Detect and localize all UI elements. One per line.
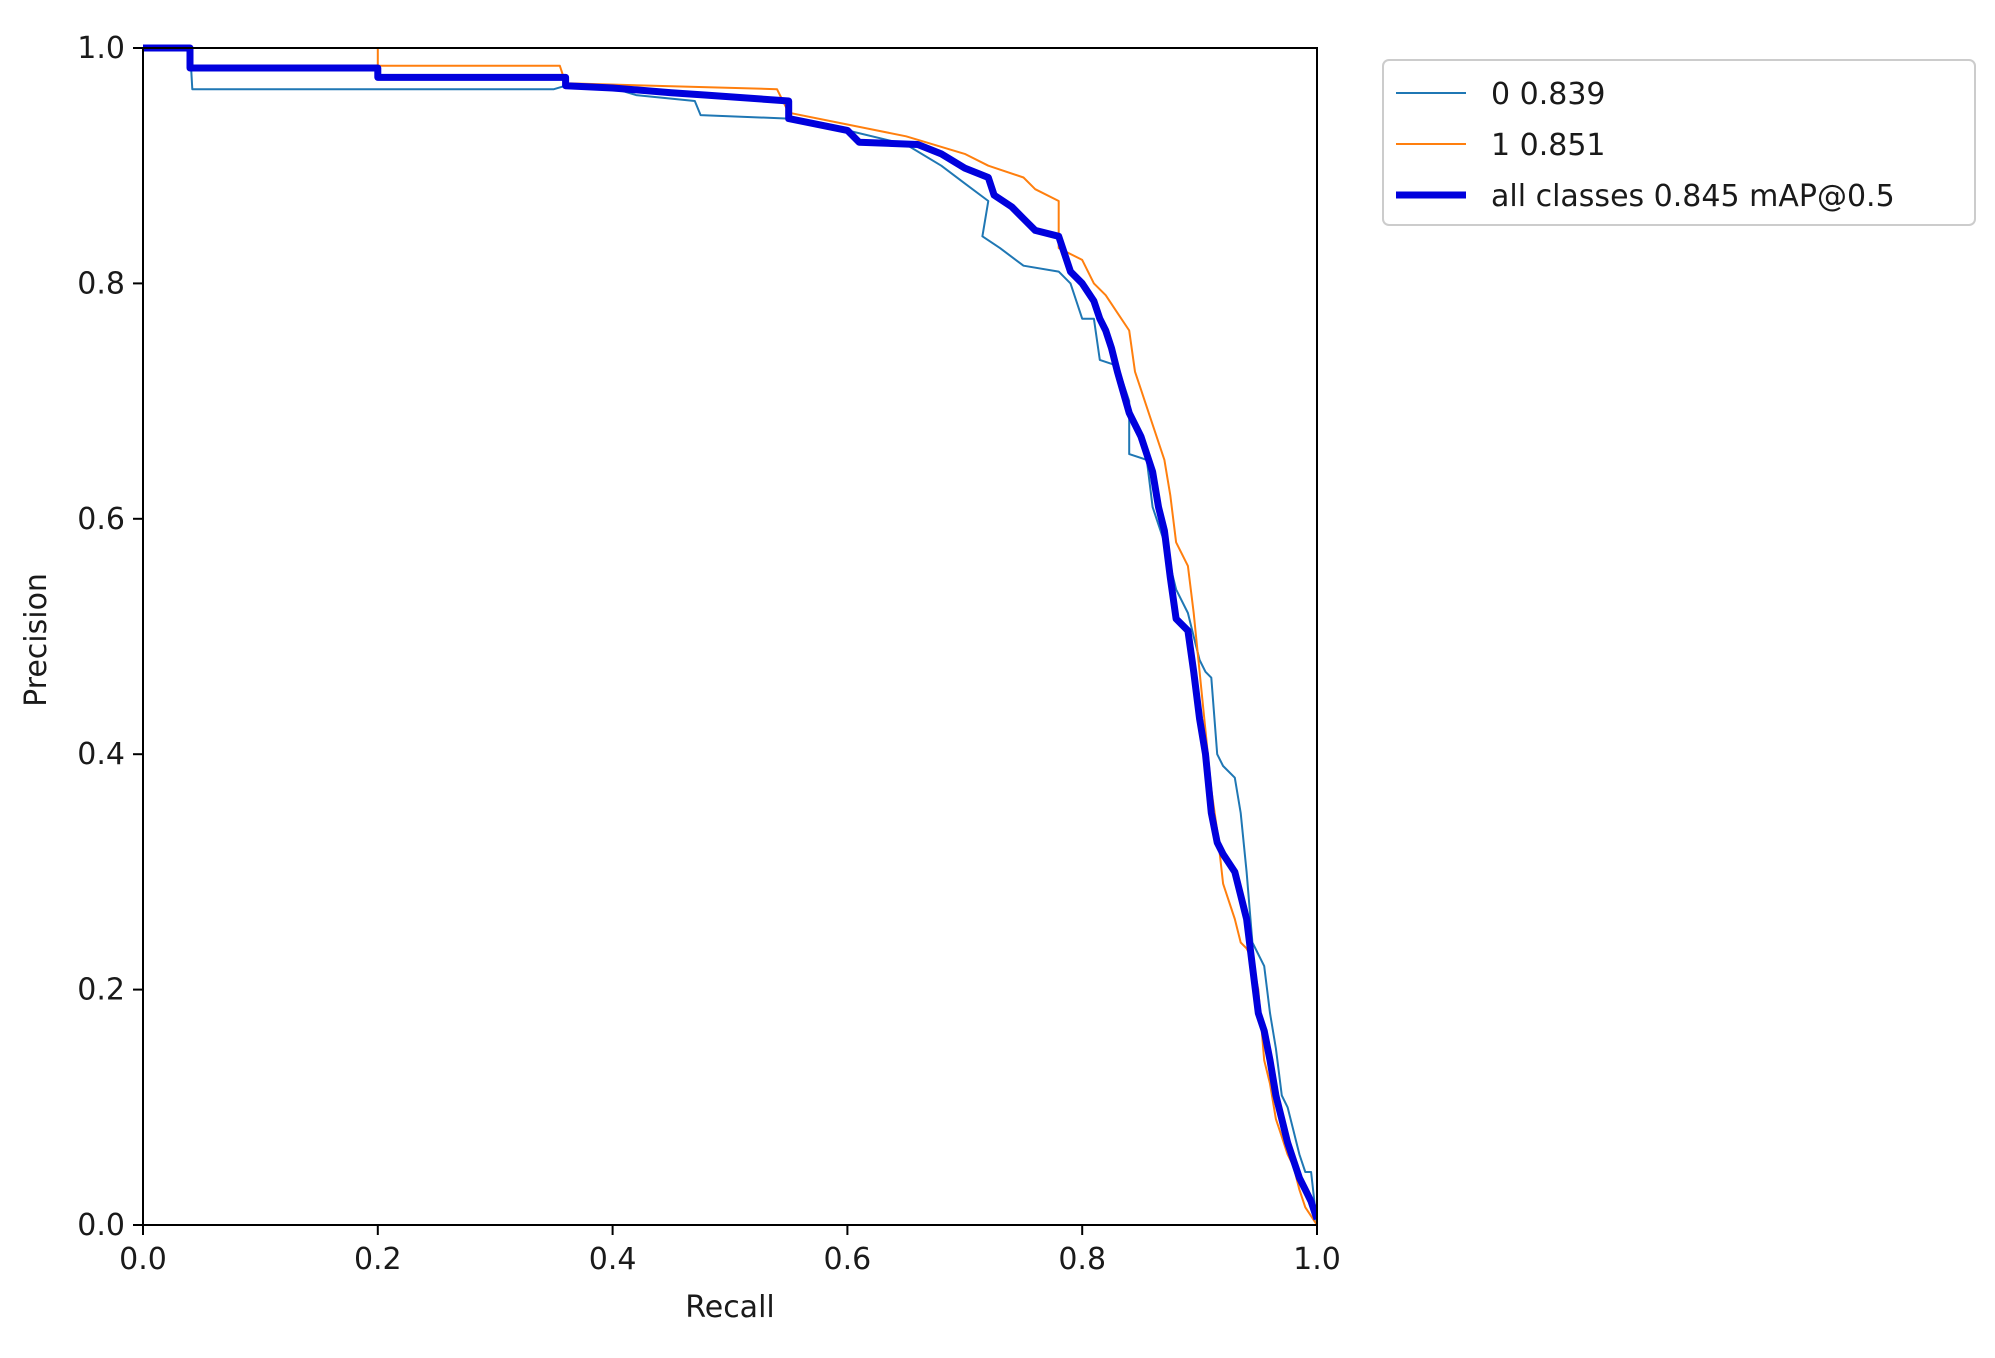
y-tick-label-0: 0.0 [77,1208,125,1243]
y-tick-label-5: 1.0 [77,31,125,66]
legend-label-1: 1 0.851 [1491,128,1606,163]
y-tick-label-2: 0.4 [77,737,125,772]
x-tick-label-1: 0.2 [354,1242,402,1277]
legend-box [1382,59,1976,226]
x-axis-label: Recall [685,1290,775,1325]
axes: 0.0 0.2 0.4 0.6 0.8 1.0 0.0 0.2 0.4 0.6 0.8 1.0 [77,31,1341,1277]
x-tick-label-0: 0.0 [119,1242,167,1277]
x-tick-label-4: 0.8 [1058,1242,1106,1277]
series-line-1 [143,47,1317,1226]
plot-area [143,44,1317,1226]
y-tick-label-1: 0.2 [77,973,125,1008]
x-tick-label-2: 0.4 [589,1242,637,1277]
series-line-2 [143,44,1317,1221]
y-axis-label: Precision [19,573,54,707]
legend-label-2: all classes 0.845 mAP@0.5 [1491,179,1895,214]
legend-label-0: 0 0.839 [1491,77,1606,112]
legend: 0 0.839 1 0.851 all classes 0.845 mAP@0.5 [1382,59,1976,226]
x-tick-label-3: 0.6 [824,1242,872,1277]
y-tick-label-3: 0.6 [77,502,125,537]
series-line-0 [143,47,1317,1226]
axes-frame [142,47,1318,1226]
x-tick-label-5: 1.0 [1293,1242,1341,1277]
y-tick-label-4: 0.8 [77,266,125,301]
